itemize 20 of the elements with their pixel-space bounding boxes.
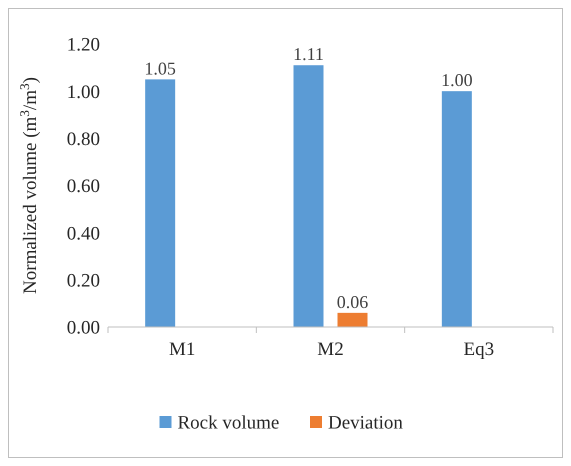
x-tick-label: Eq3 [464, 339, 494, 360]
bar [338, 312, 368, 327]
y-tick-label: 0.00 [66, 318, 100, 339]
legend-label: Rock volume [178, 412, 280, 434]
x-tick-label: M2 [317, 339, 344, 360]
legend-label: Deviation [328, 412, 404, 434]
bar [442, 91, 472, 327]
data-label: 1.05 [144, 58, 176, 78]
bar [145, 79, 176, 327]
data-label: 1.11 [293, 44, 324, 64]
bar [294, 65, 324, 327]
x-tick-label: M1 [168, 339, 196, 360]
y-tick-label: 1.00 [66, 82, 100, 103]
y-tick-label: 0.40 [66, 223, 100, 244]
y-tick-label: 1.20 [66, 34, 100, 56]
y-tick-label: 0.80 [66, 128, 100, 150]
data-label: 0.06 [336, 292, 368, 312]
y-tick-label: 0.60 [66, 176, 100, 198]
data-label: 1.00 [441, 70, 473, 90]
y-tick-label: 0.20 [66, 270, 100, 292]
